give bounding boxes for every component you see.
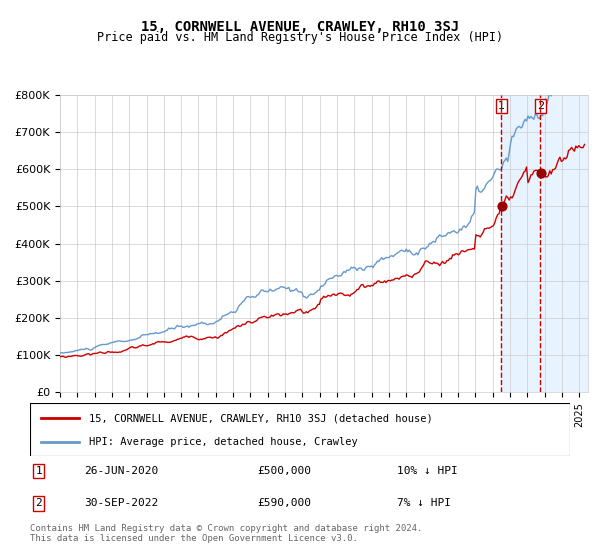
Bar [502, 95, 588, 392]
Text: 15, CORNWELL AVENUE, CRAWLEY, RH10 3SJ (detached house): 15, CORNWELL AVENUE, CRAWLEY, RH10 3SJ (… [89, 413, 433, 423]
Text: 15, CORNWELL AVENUE, CRAWLEY, RH10 3SJ: 15, CORNWELL AVENUE, CRAWLEY, RH10 3SJ [141, 20, 459, 34]
Text: Contains HM Land Registry data © Crown copyright and database right 2024.
This d: Contains HM Land Registry data © Crown c… [30, 524, 422, 543]
Text: 2: 2 [35, 498, 42, 508]
Text: 1: 1 [498, 101, 505, 111]
Text: 30-SEP-2022: 30-SEP-2022 [84, 498, 158, 508]
Text: Price paid vs. HM Land Registry's House Price Index (HPI): Price paid vs. HM Land Registry's House … [97, 31, 503, 44]
Text: 1: 1 [35, 466, 42, 476]
Text: 7% ↓ HPI: 7% ↓ HPI [397, 498, 451, 508]
Text: 26-JUN-2020: 26-JUN-2020 [84, 466, 158, 476]
Text: £590,000: £590,000 [257, 498, 311, 508]
FancyBboxPatch shape [30, 403, 570, 456]
Point [536, 169, 546, 178]
Point [497, 202, 507, 211]
Text: 2: 2 [537, 101, 544, 111]
Text: HPI: Average price, detached house, Crawley: HPI: Average price, detached house, Craw… [89, 436, 358, 446]
Text: £500,000: £500,000 [257, 466, 311, 476]
Text: 10% ↓ HPI: 10% ↓ HPI [397, 466, 458, 476]
